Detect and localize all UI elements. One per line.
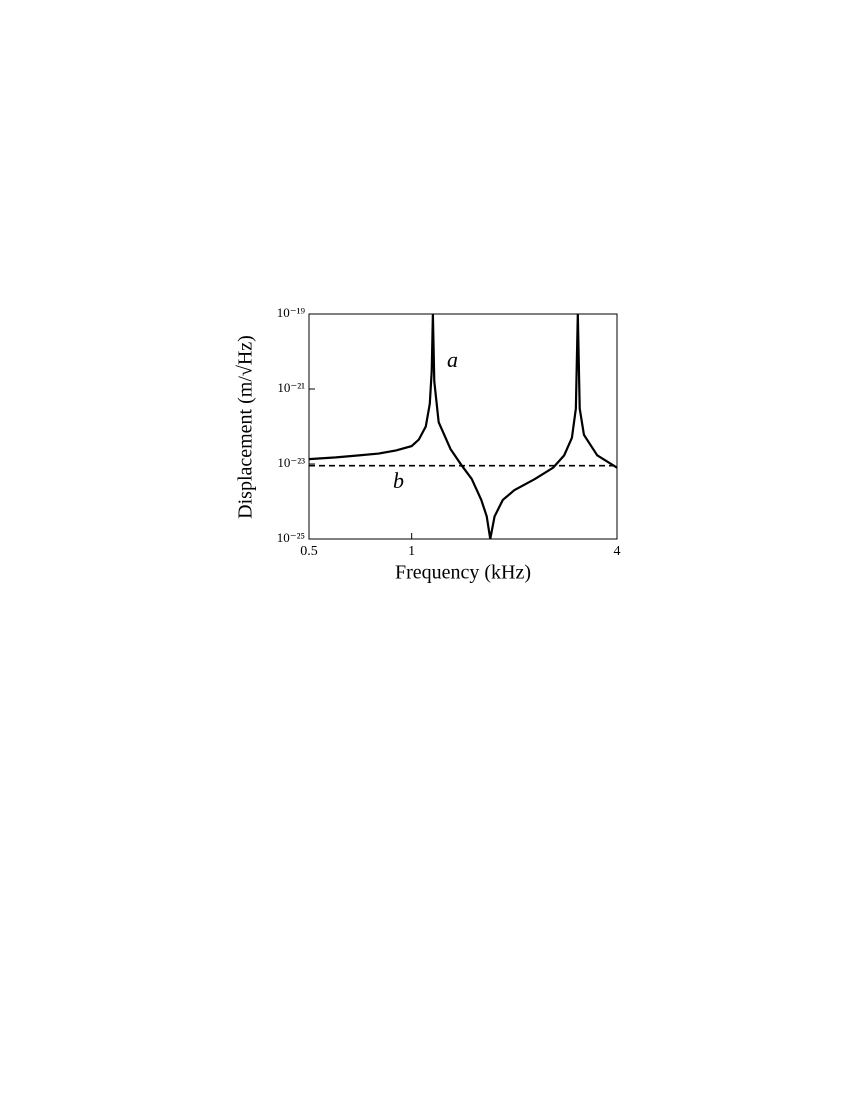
x-tick-label: 0.5 [300, 544, 318, 559]
plot-frame [308, 313, 618, 540]
y-tick-label: 10⁻²⁵ [277, 530, 305, 545]
y-tick-label: 10⁻²³ [277, 455, 305, 470]
series-line [309, 314, 617, 539]
series-label: b [393, 468, 404, 493]
y-tick-label: 10⁻¹⁹ [277, 305, 306, 320]
y-axis-label: Displacement (m/√Hz) [235, 335, 257, 519]
y-tick-label: 10⁻²¹ [277, 380, 305, 395]
x-tick-label: 1 [408, 544, 415, 559]
series-label: a [447, 347, 458, 372]
x-axis-label: Frequency (kHz) [395, 562, 531, 584]
x-tick-label: 4 [614, 544, 621, 559]
